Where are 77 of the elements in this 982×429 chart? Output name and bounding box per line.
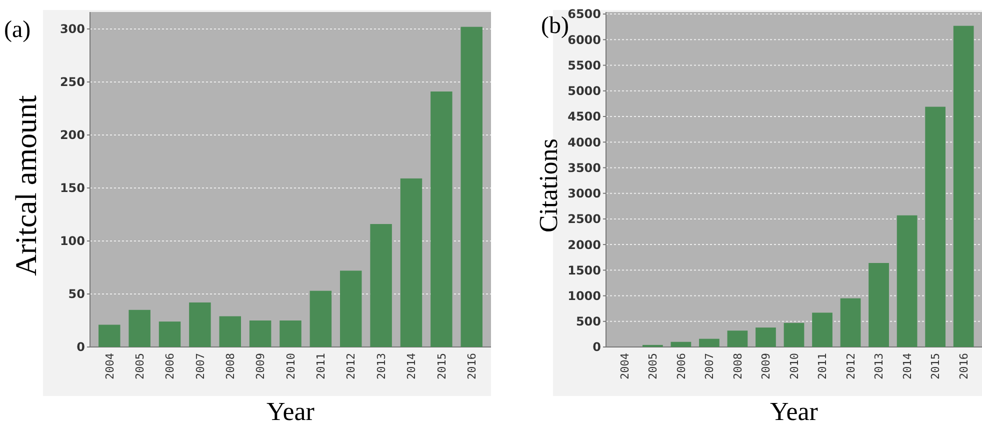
bar (98, 324, 120, 347)
x-tick-label: 2016 (465, 353, 478, 380)
x-tick-label: 2009 (760, 353, 773, 380)
x-tick-label: 2008 (731, 353, 744, 380)
y-tick-label: 4500 (568, 110, 601, 124)
x-tick-label: 2005 (133, 353, 146, 380)
bar (189, 302, 211, 347)
x-tick-label: 2006 (164, 353, 177, 380)
y-tick-label: 300 (60, 22, 85, 36)
bar (310, 290, 332, 347)
x-tick-label: 2006 (674, 353, 688, 380)
bar (128, 310, 150, 347)
bar (460, 26, 482, 347)
bar (219, 316, 241, 347)
x-tick-label: 2008 (224, 353, 237, 380)
bar (699, 338, 720, 347)
bar (812, 312, 832, 347)
y-tick-label: 1000 (568, 288, 601, 303)
bar (340, 270, 362, 347)
y-tick-label: 0 (592, 340, 601, 354)
y-tick-label: 100 (60, 234, 85, 248)
y-tick-label: 3500 (568, 160, 601, 175)
bar (953, 26, 974, 347)
bar (249, 320, 272, 347)
bar (784, 322, 804, 347)
y-tick-label: 2500 (568, 212, 601, 226)
x-tick-label: 2014 (900, 352, 914, 380)
bar (400, 178, 422, 347)
y-tick-label: 4000 (568, 135, 601, 150)
y-tick-label: 0 (76, 340, 85, 354)
bar (756, 328, 776, 347)
y-tick-label: 6000 (568, 32, 601, 47)
x-tick-label: 2016 (957, 353, 970, 380)
y-tick-label: 250 (60, 75, 85, 90)
x-tick-label: 2013 (872, 353, 886, 380)
x-tick-label: 2010 (284, 353, 298, 380)
y-tick-label: 6500 (568, 7, 601, 22)
x-axis-title: Year (770, 397, 818, 426)
bar (670, 342, 692, 347)
bar (727, 330, 748, 347)
x-tick-label: 2012 (344, 353, 358, 380)
y-tick-label: 1500 (568, 263, 601, 278)
y-axis-title: Citations (534, 138, 563, 232)
x-tick-label: 2007 (703, 353, 716, 380)
x-tick-label: 2009 (254, 353, 268, 380)
y-tick-label: 2000 (568, 238, 601, 252)
bar (840, 298, 861, 347)
y-tick-label: 200 (60, 128, 85, 142)
bar (158, 322, 181, 347)
y-tick-label: 5500 (568, 58, 601, 72)
bar (370, 224, 392, 347)
bar (430, 92, 452, 347)
x-tick-label: 2013 (374, 353, 388, 380)
y-tick-label: 3000 (568, 186, 601, 201)
x-tick-label: 2014 (405, 352, 418, 380)
x-axis-title: Year (266, 397, 315, 426)
bar (868, 262, 889, 347)
bar (925, 106, 946, 347)
x-tick-label: 2012 (844, 353, 858, 380)
x-tick-label: 2015 (435, 353, 448, 380)
bar (280, 320, 302, 347)
x-tick-label: 2010 (788, 353, 801, 380)
y-tick-label: 50 (68, 287, 85, 302)
y-tick-label: 500 (576, 314, 601, 329)
x-tick-label: 2015 (929, 353, 942, 380)
x-tick-label: 2004 (103, 352, 116, 380)
bar (896, 215, 918, 347)
chart-title: (a) (4, 17, 31, 43)
x-tick-label: 2005 (646, 353, 660, 380)
x-tick-label: 2007 (194, 353, 207, 380)
y-tick-label: 5000 (568, 84, 601, 98)
x-tick-label: 2011 (816, 353, 830, 380)
y-axis-title: Aritcal amount (10, 94, 43, 276)
x-tick-label: 2004 (618, 352, 632, 380)
y-tick-label: 150 (60, 181, 85, 196)
chart-title: (b) (541, 13, 569, 39)
x-tick-label: 2011 (314, 353, 328, 380)
